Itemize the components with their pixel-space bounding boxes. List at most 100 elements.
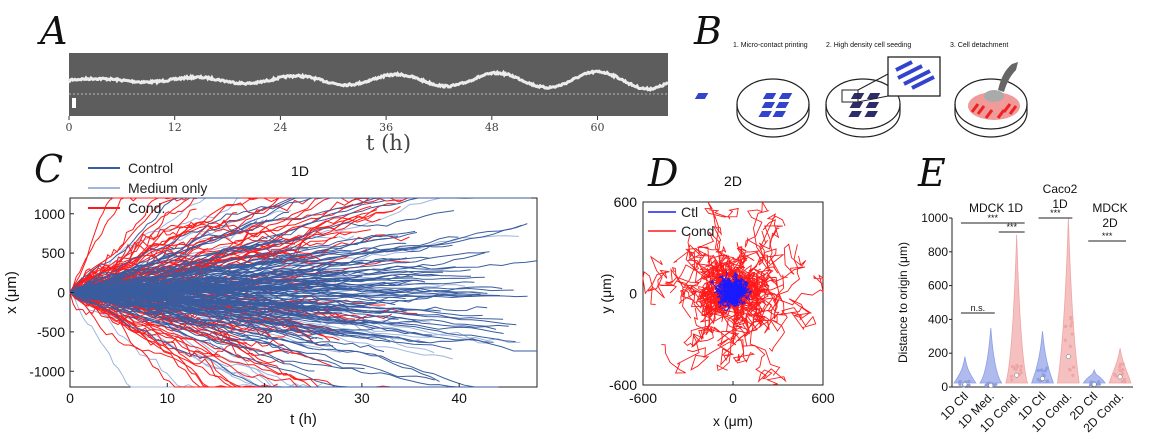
panel-label-b: B xyxy=(694,9,722,53)
y-tick-label: 800 xyxy=(928,245,948,259)
y-axis-label: y (μm) xyxy=(598,274,614,314)
x-tick-label: 30 xyxy=(354,390,370,406)
data-point xyxy=(1089,381,1093,385)
track-control xyxy=(69,251,490,293)
x-tick-label: 36 xyxy=(379,121,393,134)
x-tick-label: 12 xyxy=(168,121,182,134)
group-label: Caco2 xyxy=(1043,182,1078,196)
kymograph-trace xyxy=(67,69,669,92)
track-control xyxy=(69,292,415,388)
x-tick-label: 48 xyxy=(485,121,499,134)
y-tick-label: 600 xyxy=(614,194,638,210)
data-point xyxy=(1045,366,1049,370)
y-tick-label: -600 xyxy=(609,377,637,393)
chart-title: 1D xyxy=(291,163,309,179)
track-control xyxy=(69,286,352,298)
data-point xyxy=(1070,321,1074,325)
y-tick-label: 200 xyxy=(928,346,948,360)
track-control xyxy=(69,291,385,353)
x-axis-label: x (μm) xyxy=(713,413,753,429)
track-control xyxy=(69,292,315,372)
panel-label-d: D xyxy=(648,151,679,195)
data-point xyxy=(984,383,988,387)
trajectory-ctl xyxy=(721,292,734,301)
x-tick-label: 24 xyxy=(273,121,287,134)
x-tick-label: 0 xyxy=(66,121,73,134)
track-control xyxy=(69,239,282,293)
significance-label: *** xyxy=(988,213,999,223)
legend-label: Cond xyxy=(681,223,714,239)
legend-label: Medium only xyxy=(128,180,207,196)
track-control xyxy=(69,292,365,370)
track-control xyxy=(69,292,486,388)
trajectory-cond xyxy=(697,282,734,313)
x-axis-label: t (h) xyxy=(290,411,317,428)
data-point xyxy=(1069,315,1073,319)
data-point xyxy=(1118,365,1122,369)
panel-label-a: A xyxy=(40,9,68,53)
violin-2 xyxy=(1005,234,1029,384)
trajectory-cond xyxy=(729,225,783,294)
y-axis-label: Distance to origin (μm) xyxy=(896,242,910,363)
step-1-label: 1. Micro-contact printing xyxy=(733,42,808,49)
track-control xyxy=(69,290,305,307)
panel-label-c: C xyxy=(34,147,64,191)
data-point xyxy=(1122,377,1127,382)
y-tick-label: 0 xyxy=(941,380,948,394)
dish-3 xyxy=(954,62,1028,138)
median-marker xyxy=(1091,382,1097,387)
x-tick-label: 600 xyxy=(811,390,835,406)
data-point xyxy=(1010,374,1014,378)
data-point xyxy=(1088,383,1093,388)
track-control xyxy=(69,197,302,293)
track-control xyxy=(69,257,401,293)
track-control xyxy=(69,265,456,293)
x-tick-label: 0 xyxy=(66,390,74,406)
chart-title: 2D xyxy=(724,173,742,189)
median-marker xyxy=(962,382,968,387)
data-point xyxy=(1063,338,1067,342)
group-label: MDCK 1D xyxy=(969,201,1023,215)
y-tick-label: 1000 xyxy=(34,206,65,222)
data-point xyxy=(1045,379,1049,383)
track-control xyxy=(69,261,364,295)
violin-4 xyxy=(1057,217,1080,384)
significance-label: n.s. xyxy=(971,303,986,313)
track-control xyxy=(69,197,242,293)
data-point xyxy=(1121,362,1125,366)
group-label: 2D xyxy=(1102,216,1118,230)
trajectory-ctl xyxy=(719,276,735,294)
x-tick-label: 20 xyxy=(257,390,273,406)
cell-cluster xyxy=(984,90,1004,102)
data-point xyxy=(1015,363,1019,367)
data-point xyxy=(1068,368,1072,372)
y-tick-label: -1000 xyxy=(29,363,65,379)
median-marker xyxy=(1040,376,1045,381)
data-point xyxy=(1041,372,1045,377)
y-tick-label: 0 xyxy=(629,286,637,302)
data-point xyxy=(1096,380,1101,384)
median-marker xyxy=(988,382,994,388)
scale-bar xyxy=(72,98,76,108)
data-point xyxy=(1118,362,1123,366)
group-label: 1D xyxy=(1052,197,1068,211)
data-point xyxy=(1036,368,1040,373)
track-control xyxy=(69,264,277,293)
significance-label: *** xyxy=(1006,222,1017,232)
track-control xyxy=(69,283,369,293)
median-marker xyxy=(1065,354,1071,360)
data-point xyxy=(1010,364,1014,369)
trajectory-cond xyxy=(642,264,736,305)
median-marker xyxy=(1014,372,1020,378)
y-tick-label: 0 xyxy=(57,285,65,301)
track-control xyxy=(69,292,459,388)
panel-a-xlabel: t (h) xyxy=(366,131,412,155)
y-tick-label: 600 xyxy=(928,279,948,293)
x-tick-label: 10 xyxy=(160,390,176,406)
data-point xyxy=(958,382,962,386)
trajectory-cond xyxy=(683,293,734,347)
